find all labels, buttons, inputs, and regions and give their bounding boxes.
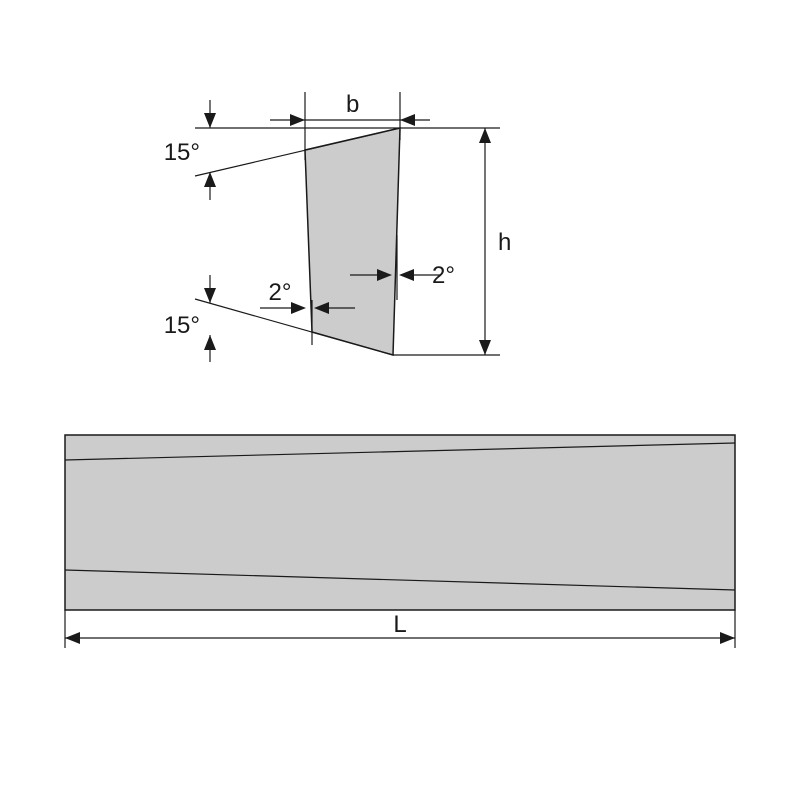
dimension-h: h xyxy=(393,128,511,355)
cross-section-view: b 15° 15° xyxy=(164,91,512,362)
label-b: b xyxy=(346,91,359,118)
dimension-L: L xyxy=(65,610,735,648)
label-angle-bottom: 15° xyxy=(164,312,200,339)
label-angle-top: 15° xyxy=(164,139,200,166)
label-angle-left: 2° xyxy=(269,279,292,306)
technical-drawing: b 15° 15° xyxy=(0,0,800,800)
side-view: L xyxy=(65,435,735,648)
cross-section-shape xyxy=(305,128,400,355)
label-L: L xyxy=(393,611,406,638)
dimension-b: b xyxy=(270,91,430,126)
side-view-shape xyxy=(65,435,735,610)
label-h: h xyxy=(498,229,511,256)
label-angle-right: 2° xyxy=(432,262,455,289)
